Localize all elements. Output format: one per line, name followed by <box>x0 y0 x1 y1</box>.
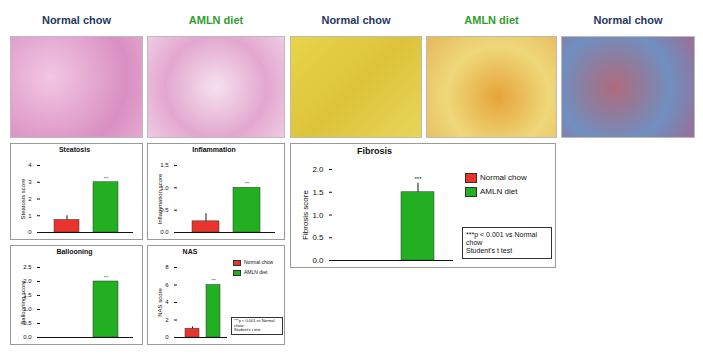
svg-text:Steatosis score: Steatosis score <box>20 178 26 220</box>
svg-text:3: 3 <box>28 179 32 185</box>
html-text:Ballooning: Ballooning <box>56 248 93 255</box>
html-text:Inflammation: Inflammation <box>192 146 236 153</box>
html-text:Fibrosis: Fibrosis <box>357 146 392 156</box>
html-text:Steatosis: Steatosis <box>58 146 91 153</box>
html-text:chow: chow <box>234 322 244 328</box>
svg-text:2.0: 2.0 <box>23 278 32 285</box>
svg-text:1.0: 1.0 <box>160 184 169 191</box>
html-text:AMLN diet: AMLN diet <box>188 14 244 26</box>
svg-text:1.0: 1.0 <box>23 306 32 313</box>
svg-text:1.5: 1.5 <box>160 162 169 168</box>
svg-text:2.0: 2.0 <box>312 165 324 174</box>
html-text:NAS: NAS <box>182 248 198 255</box>
svg-text:4: 4 <box>165 299 169 305</box>
html-text:AMLN diet: AMLN diet <box>480 187 518 197</box>
svg-text:0: 0 <box>28 229 32 235</box>
svg-text:***: *** <box>414 176 422 182</box>
svg-text:***: *** <box>245 181 250 186</box>
svg-text:Inflammation score: Inflammation score <box>157 173 163 224</box>
html-text:AMLN diet: AMLN diet <box>464 14 519 26</box>
svg-text:4: 4 <box>28 162 32 168</box>
svg-text:1.5: 1.5 <box>312 188 324 197</box>
svg-text:***: *** <box>104 275 109 280</box>
svg-text:6: 6 <box>165 282 169 288</box>
svg-text:***: *** <box>104 176 109 181</box>
html-text:***p < 0.001 vs Normal: ***p < 0.001 vs Normal <box>234 318 275 323</box>
html-text:Normal chow: Normal chow <box>244 259 274 265</box>
html-text:Normal chow: Normal chow <box>321 14 391 26</box>
svg-text:0.0: 0.0 <box>23 334 32 340</box>
svg-text:2: 2 <box>28 196 32 202</box>
svg-text:2: 2 <box>165 317 169 323</box>
svg-text:***: *** <box>211 278 216 283</box>
svg-text:0.5: 0.5 <box>23 320 32 327</box>
svg-text:0.0: 0.0 <box>160 229 169 235</box>
html-text:Student's t test: Student's t test <box>234 327 261 333</box>
html-text:Normal chow: Normal chow <box>480 173 527 183</box>
svg-text:0.0: 0.0 <box>312 256 324 265</box>
html-text:Student's t test: Student's t test <box>466 247 513 255</box>
html-text:AMLN diet: AMLN diet <box>244 269 268 275</box>
svg-text:8: 8 <box>165 264 169 270</box>
html-text:Normal chow: Normal chow <box>42 14 111 26</box>
svg-text:Ballooning score: Ballooning score <box>20 280 26 325</box>
svg-text:0: 0 <box>165 334 169 340</box>
svg-text:1: 1 <box>28 213 32 219</box>
svg-text:0.5: 0.5 <box>160 207 169 214</box>
html-text:Normal chow: Normal chow <box>593 14 663 26</box>
html-text:chow: chow <box>466 239 483 246</box>
svg-text:2.5: 2.5 <box>23 264 32 270</box>
svg-text:Fibrosis score: Fibrosis score <box>301 190 310 240</box>
html-text:***p < 0.001 vs Normal: ***p < 0.001 vs Normal <box>466 231 537 238</box>
svg-text:1.0: 1.0 <box>312 211 324 220</box>
svg-text:NAS score: NAS score <box>157 288 163 317</box>
svg-text:0.5: 0.5 <box>312 233 324 242</box>
svg-text:1.5: 1.5 <box>23 292 32 299</box>
